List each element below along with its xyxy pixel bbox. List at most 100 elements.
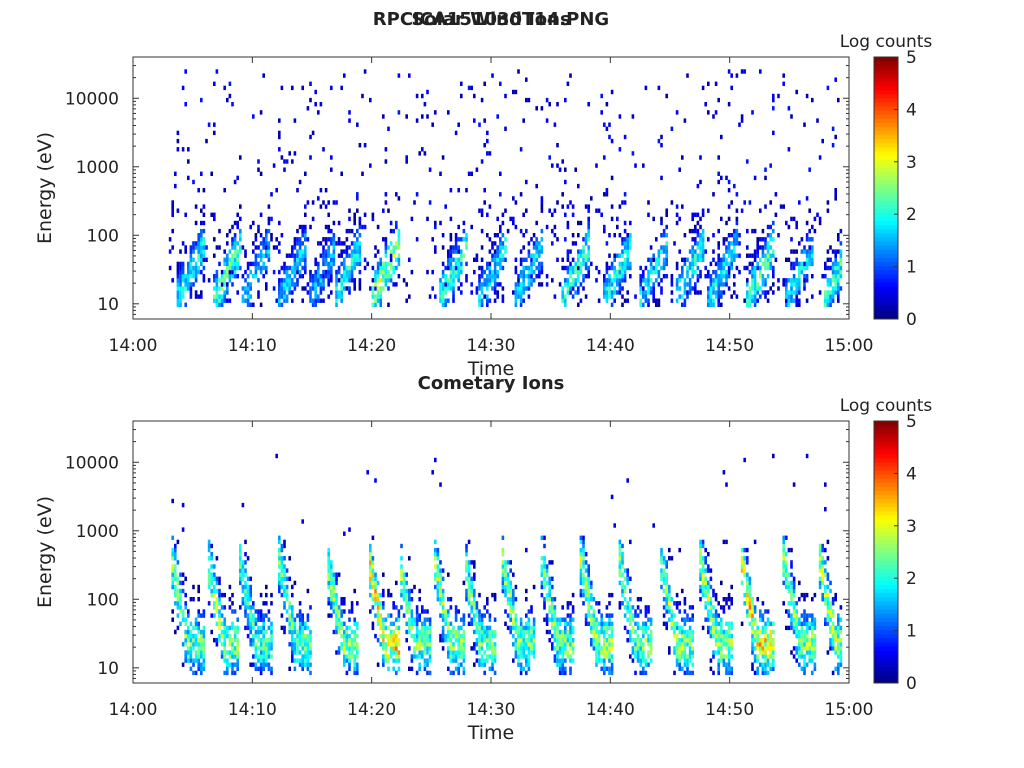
spectrogram-cell bbox=[314, 302, 317, 307]
spectrogram-cell bbox=[681, 294, 684, 299]
spectrogram-cell bbox=[340, 85, 343, 91]
spectrogram-cell bbox=[493, 282, 497, 287]
spectrogram-cell bbox=[743, 564, 746, 569]
spectrogram-cell bbox=[441, 638, 445, 643]
spectrogram-cell bbox=[642, 670, 645, 676]
spectrogram-cell bbox=[564, 646, 567, 651]
spectrogram-cell bbox=[306, 237, 310, 242]
spectrogram-cell bbox=[587, 257, 590, 262]
spectrogram-cell bbox=[805, 249, 809, 254]
spectrogram-cell bbox=[197, 666, 200, 671]
spectrogram-cell bbox=[174, 588, 177, 594]
spectrogram-cell bbox=[210, 543, 213, 549]
spectrogram-cell bbox=[777, 93, 780, 99]
spectrogram-cell bbox=[223, 290, 226, 295]
spectrogram-cell bbox=[634, 670, 637, 676]
spectrogram-cell bbox=[733, 290, 736, 295]
spectrogram-cell bbox=[644, 609, 648, 614]
spectrogram-cell bbox=[223, 274, 226, 279]
spectrogram-cell bbox=[371, 212, 375, 217]
spectrogram-cell bbox=[189, 294, 193, 299]
spectrogram-cell bbox=[246, 298, 250, 303]
spectrogram-cell bbox=[751, 646, 754, 651]
spectrogram-cell bbox=[428, 658, 432, 663]
spectrogram-cell bbox=[465, 274, 468, 279]
spectrogram-cell bbox=[564, 658, 567, 663]
spectrogram-cell bbox=[480, 269, 484, 275]
spectrogram-cell bbox=[488, 629, 492, 635]
spectrogram-cell bbox=[317, 110, 320, 115]
spectrogram-cell bbox=[330, 601, 333, 606]
spectrogram-cell bbox=[275, 298, 278, 303]
spectrogram-cell bbox=[522, 650, 525, 655]
spectrogram-cell bbox=[746, 547, 749, 553]
spectrogram-cell bbox=[376, 580, 380, 586]
spectrogram-cell bbox=[834, 274, 837, 279]
spectrogram-cell bbox=[610, 216, 614, 222]
spectrogram-cell bbox=[309, 97, 312, 103]
spectrogram-cell bbox=[478, 208, 481, 213]
spectrogram-cell bbox=[317, 278, 320, 283]
spectrogram-cell bbox=[543, 597, 546, 602]
spectrogram-cell bbox=[228, 265, 232, 271]
spectrogram-cell bbox=[488, 274, 492, 279]
spectrogram-cell bbox=[566, 613, 570, 618]
spectrogram-cell bbox=[423, 650, 427, 655]
spectrogram-cell bbox=[608, 278, 611, 283]
spectrogram-cell bbox=[839, 241, 843, 246]
spectrogram-cell bbox=[618, 601, 622, 606]
spectrogram-cell bbox=[311, 274, 315, 279]
spectrogram-cell bbox=[759, 274, 762, 279]
spectrogram-cell bbox=[257, 666, 260, 671]
spectrogram-cell bbox=[701, 576, 705, 581]
spectrogram-cell bbox=[285, 278, 289, 283]
spectrogram-cell bbox=[530, 237, 533, 242]
spectrogram-cell bbox=[358, 233, 362, 238]
spectrogram-cell bbox=[569, 290, 572, 295]
spectrogram-cell bbox=[636, 605, 640, 610]
spectrogram-cell bbox=[358, 249, 362, 254]
spectrogram-cell bbox=[231, 261, 234, 267]
spectrogram-cell bbox=[694, 224, 697, 230]
spectrogram-cell bbox=[501, 265, 505, 271]
spectrogram-cell bbox=[335, 298, 338, 303]
spectrogram-cell bbox=[551, 241, 554, 246]
spectrogram-cell bbox=[402, 580, 406, 586]
spectrogram-cell bbox=[551, 576, 554, 581]
colorbar-step bbox=[874, 188, 898, 193]
spectrogram-cell bbox=[202, 613, 206, 618]
spectrogram-cell bbox=[556, 257, 559, 262]
spectrogram-cell bbox=[319, 188, 323, 193]
spectrogram-cell bbox=[623, 568, 627, 573]
spectrogram-cell bbox=[496, 290, 499, 295]
spectrogram-cell bbox=[421, 629, 424, 635]
spectrogram-cell bbox=[228, 278, 232, 283]
spectrogram-cell bbox=[811, 597, 814, 602]
spectrogram-cell bbox=[249, 597, 252, 602]
spectrogram-cell bbox=[462, 220, 466, 226]
spectrogram-cell bbox=[332, 241, 336, 246]
spectrogram-cell bbox=[551, 601, 554, 606]
spectrogram-cell bbox=[343, 278, 346, 283]
spectrogram-cell bbox=[228, 81, 232, 86]
spectrogram-cell bbox=[389, 278, 393, 283]
spectrogram-cell bbox=[174, 568, 177, 573]
spectrogram-cell bbox=[213, 253, 216, 258]
spectrogram-cell bbox=[168, 237, 172, 242]
spectrogram-cell bbox=[761, 625, 765, 631]
spectrogram-cell bbox=[670, 274, 674, 279]
spectrogram-cell bbox=[509, 625, 512, 631]
spectrogram-cell bbox=[579, 265, 583, 271]
spectrogram-cell bbox=[787, 572, 791, 577]
spectrogram-cell bbox=[218, 294, 221, 299]
panel-title: Cometary Ions bbox=[418, 373, 565, 394]
spectrogram-cell bbox=[389, 654, 393, 659]
spectrogram-cell bbox=[337, 294, 341, 299]
spectrogram-cell bbox=[720, 650, 723, 655]
spectrogram-cell bbox=[772, 249, 775, 254]
spectrogram-cell bbox=[428, 646, 432, 651]
spectrogram-cell bbox=[179, 269, 182, 275]
spectrogram-cell bbox=[818, 290, 822, 295]
spectrogram-cell bbox=[709, 625, 713, 631]
spectrogram-cell bbox=[192, 670, 195, 676]
